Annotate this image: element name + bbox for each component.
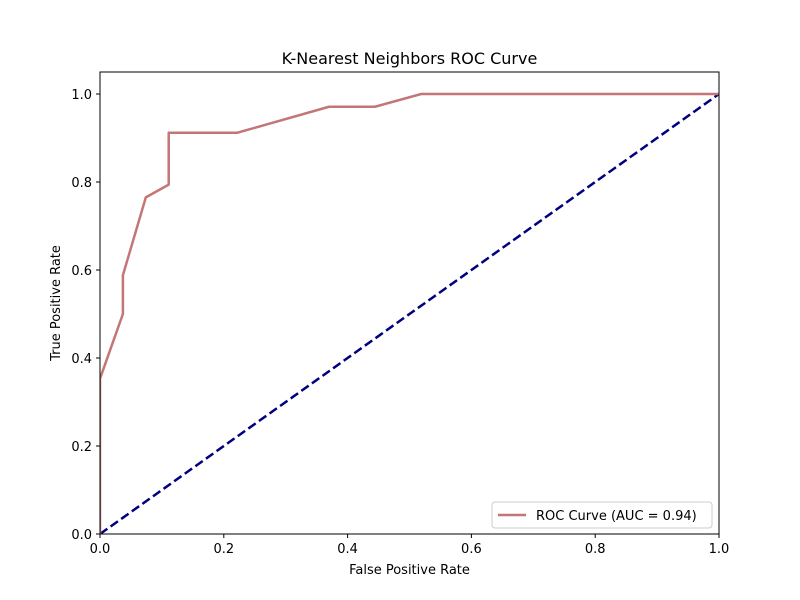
chart-title: K-Nearest Neighbors ROC Curve	[282, 49, 538, 68]
legend-box	[491, 501, 713, 529]
plot-frame	[99, 71, 720, 535]
legend-label: ROC Curve (AUC = 0.94)	[536, 509, 697, 524]
x-tick-label: 1.0	[709, 542, 730, 557]
x-tick-label: 0.6	[461, 542, 482, 557]
x-tick-label: 0.4	[337, 542, 358, 557]
y-tick-label: 1.0	[71, 88, 92, 103]
roc-curve-line	[100, 92, 719, 534]
y-tick-label: 0.8	[71, 176, 92, 191]
x-tick-label: 0.0	[90, 542, 111, 557]
y-tick-label: 0.6	[71, 264, 92, 279]
legend: ROC Curve (AUC = 0.94)	[491, 501, 713, 529]
x-axis-label: False Positive Rate	[349, 563, 470, 578]
x-tick-label: 0.2	[213, 542, 234, 557]
plot-lines	[100, 92, 719, 534]
y-tick-label: 0.0	[71, 528, 92, 543]
chance-diagonal-line	[100, 92, 719, 534]
y-tick-label: 0.4	[71, 352, 92, 367]
y-tick-label: 0.2	[71, 440, 92, 455]
x-tick-label: 0.8	[585, 542, 606, 557]
axis-ticks: 0.0 0.2 0.4 0.6 0.8 1.0 0.0 0.2 0.4 0.6 0.8 1.0	[71, 88, 729, 557]
y-axis-label: True Positive Rate	[49, 245, 64, 362]
